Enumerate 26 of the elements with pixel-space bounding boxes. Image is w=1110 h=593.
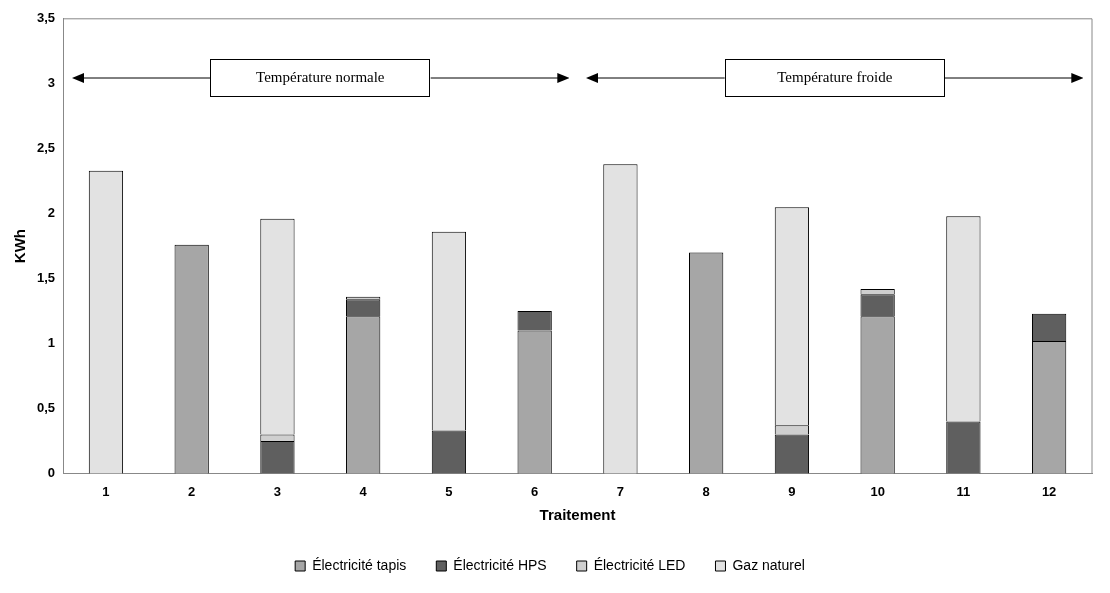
y-tick-label: 0,5 bbox=[36, 400, 56, 416]
y-tick-label: 2 bbox=[47, 205, 56, 221]
x-tick-label: 2 bbox=[188, 483, 196, 499]
x-tick-label: 7 bbox=[616, 483, 625, 499]
x-tick-label: 4 bbox=[359, 483, 368, 499]
x-tick-label: 11 bbox=[956, 483, 971, 499]
y-tick-label: 3,5 bbox=[36, 10, 56, 26]
x-tick-label: 6 bbox=[531, 483, 539, 499]
x-tick-label: 8 bbox=[702, 483, 710, 499]
legend-label: Électricité tapis bbox=[312, 556, 407, 573]
legend-label: Électricité LED bbox=[593, 556, 686, 573]
y-tick-label: 2,5 bbox=[36, 140, 56, 156]
y-tick-label: 1 bbox=[47, 335, 56, 351]
legend-label: Électricité HPS bbox=[453, 556, 547, 573]
x-tick-label: 3 bbox=[273, 483, 282, 499]
x-tick-label: 12 bbox=[1041, 483, 1057, 499]
x-tick-label: 10 bbox=[870, 483, 885, 499]
y-tick-label: 0 bbox=[47, 464, 56, 480]
x-axis-title: Traitement bbox=[539, 506, 616, 524]
legend-label: Gaz naturel bbox=[732, 556, 805, 573]
y-tick-label: 3 bbox=[47, 75, 56, 91]
x-tick-label: 5 bbox=[445, 483, 453, 499]
y-tick-label: 1,5 bbox=[36, 270, 56, 286]
x-tick-label: 9 bbox=[788, 483, 796, 499]
y-axis-title: KWh bbox=[11, 229, 29, 264]
x-tick-label: 1 bbox=[102, 483, 110, 499]
